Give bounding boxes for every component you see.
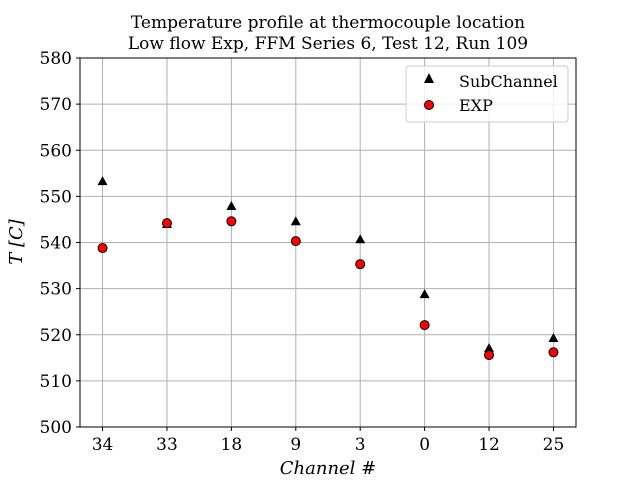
- exp-point: [484, 350, 495, 361]
- plot-frame: [79, 57, 577, 428]
- exp-point: [355, 259, 366, 270]
- y-tick-label: 570: [40, 95, 72, 115]
- x-tick-label: 9: [290, 435, 301, 455]
- legend-circle-marker: [424, 100, 434, 110]
- x-tick-label: 0: [419, 435, 430, 455]
- legend-triangle-marker: [424, 73, 434, 83]
- y-tick-label: 530: [40, 280, 72, 300]
- y-tick-label: 560: [40, 141, 72, 161]
- x-tick-label: 12: [478, 435, 500, 455]
- exp-point: [419, 320, 430, 331]
- subchannel-point: [484, 343, 495, 353]
- y-tick-label: 510: [40, 372, 72, 392]
- legend-label-subchannel: SubChannel: [459, 72, 558, 91]
- y-axis-label: T [C]: [6, 218, 27, 265]
- y-tick-label: 520: [40, 326, 72, 346]
- y-tick-label: 540: [40, 234, 72, 254]
- exp-point: [97, 243, 108, 254]
- x-tick-label: 3: [355, 435, 366, 455]
- y-tick-label: 500: [40, 418, 72, 438]
- subchannel-point: [419, 289, 430, 299]
- subchannel-point: [290, 216, 301, 226]
- exp-point: [161, 218, 172, 229]
- y-tick-label: 550: [40, 187, 72, 207]
- exp-point: [290, 236, 301, 247]
- subchannel-point: [355, 234, 366, 244]
- subchannel-point: [226, 201, 237, 211]
- legend-label-exp: EXP: [459, 96, 493, 115]
- subchannel-point: [97, 176, 108, 186]
- exp-point: [548, 347, 559, 358]
- chart-title-line2: Low flow Exp, FFM Series 6, Test 12, Run…: [128, 34, 528, 54]
- x-axis-label: Channel #: [280, 458, 377, 479]
- x-tick-label: 25: [543, 435, 565, 455]
- subchannel-point: [548, 332, 559, 342]
- y-tick-label: 580: [40, 49, 72, 69]
- x-tick-label: 34: [92, 435, 114, 455]
- chart-title-line1: Temperature profile at thermocouple loca…: [131, 13, 525, 33]
- legend: SubChannel EXP: [405, 65, 569, 123]
- legend-box: [405, 65, 569, 123]
- x-tick-label: 33: [156, 435, 178, 455]
- exp-point: [226, 216, 237, 227]
- x-tick-label: 18: [221, 435, 243, 455]
